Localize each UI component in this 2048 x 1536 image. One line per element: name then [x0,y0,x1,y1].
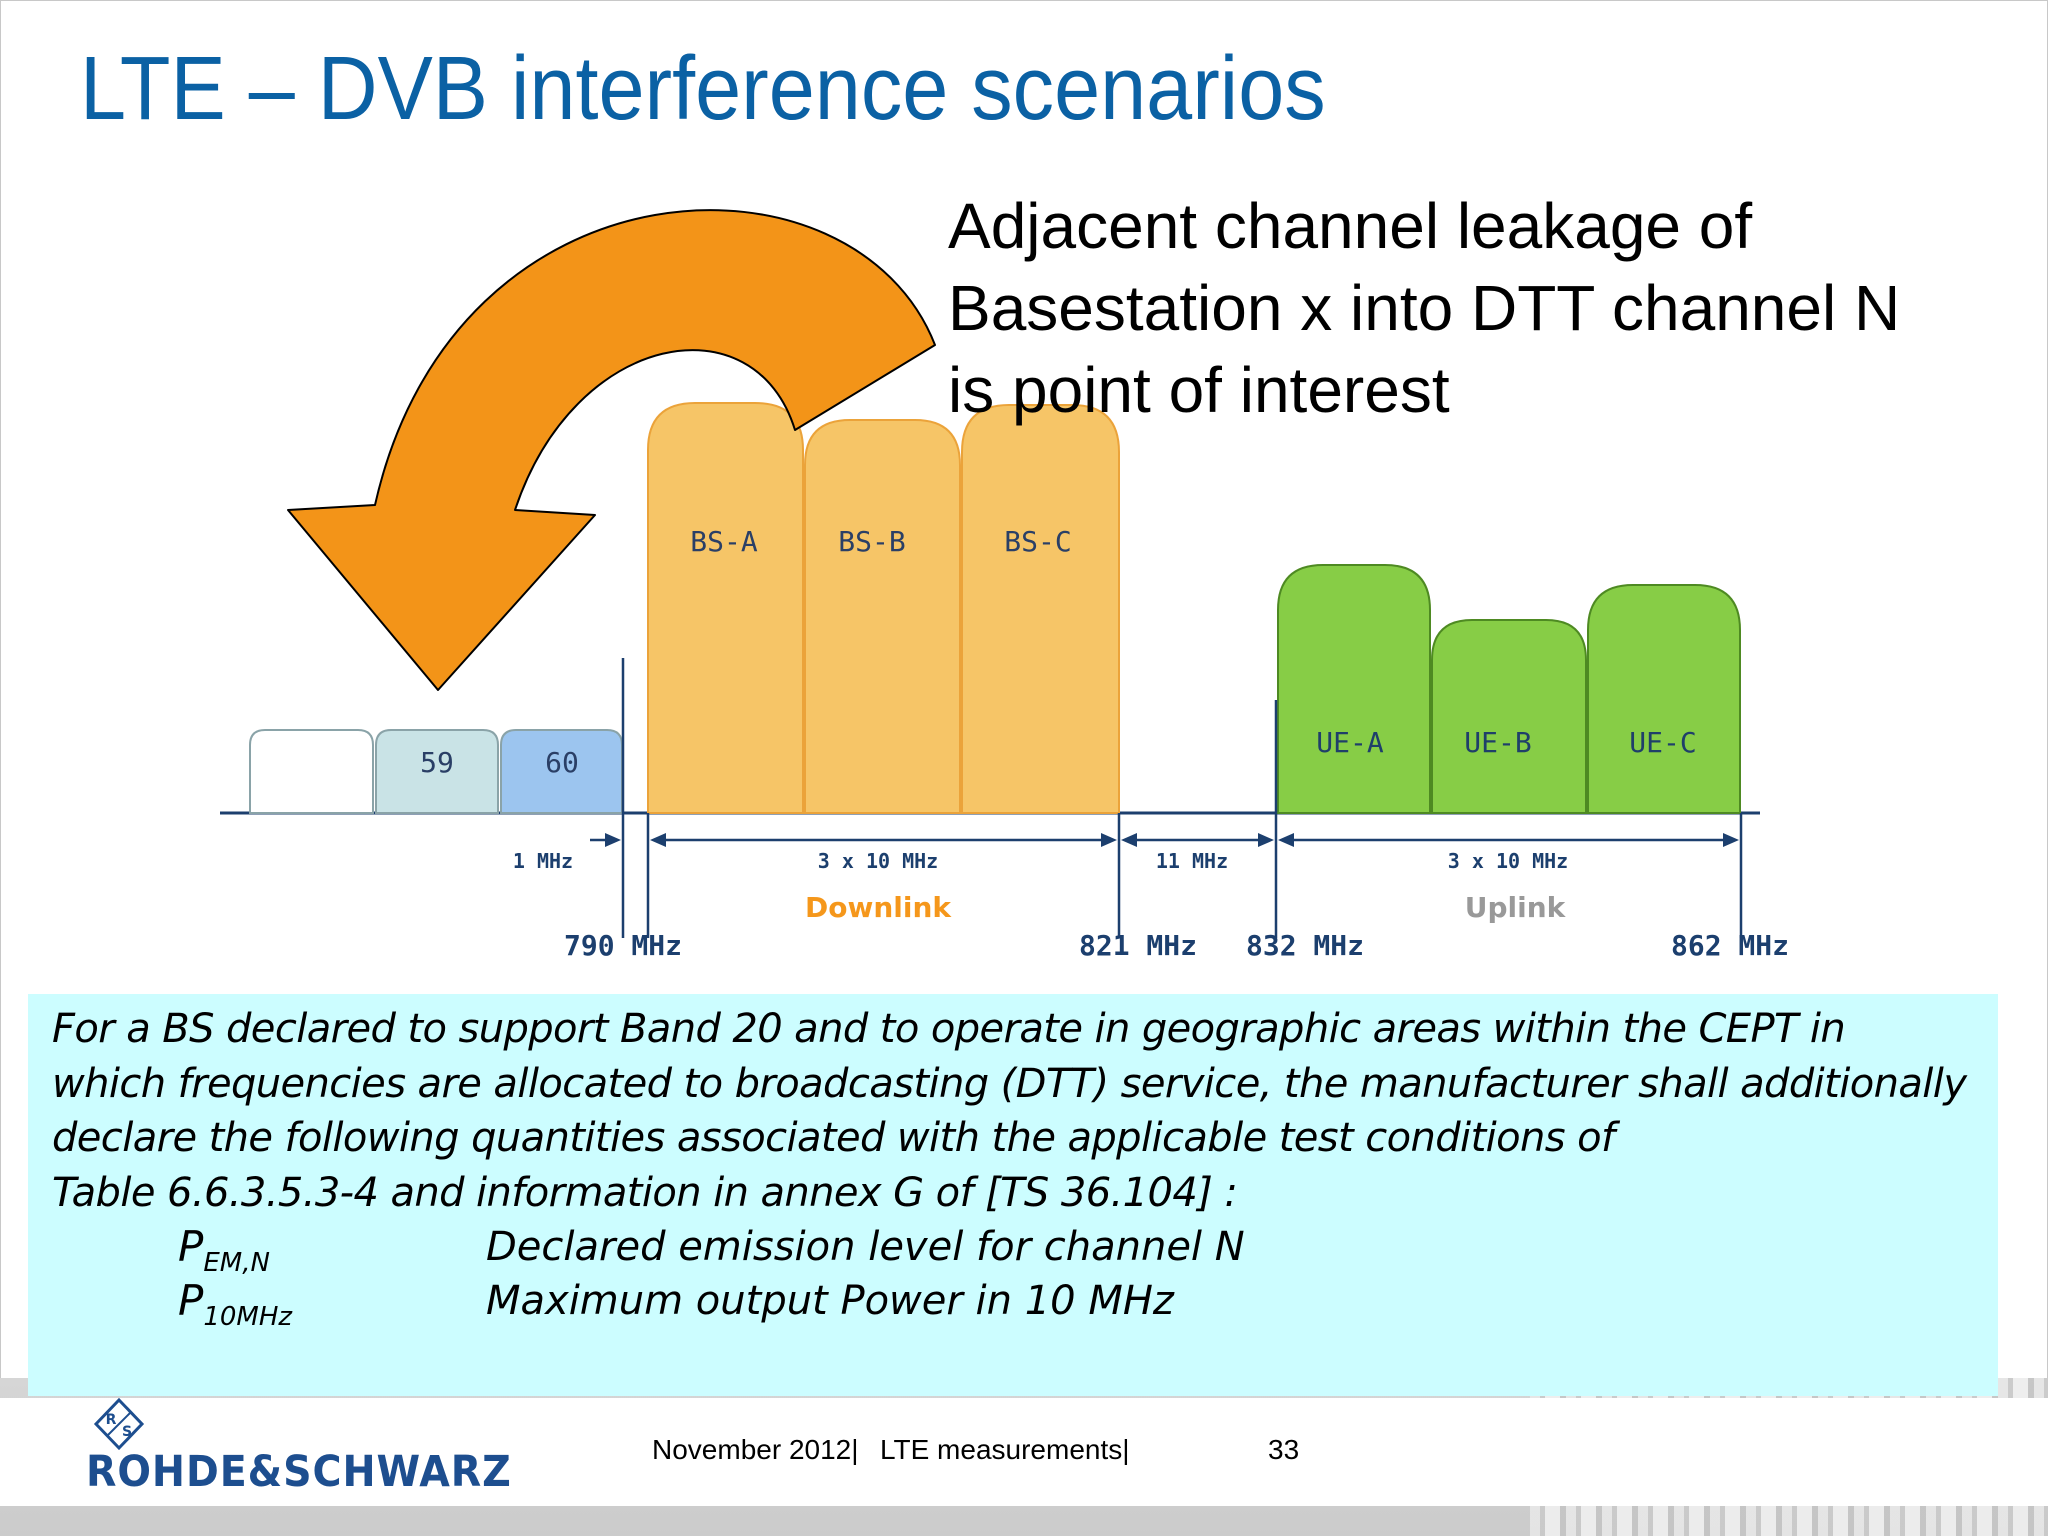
declaration-description: Declared emission level for channel N [486,1224,1245,1270]
callout-text: Adjacent channel leakage of Basestation … [948,185,2038,431]
bs-a-label: BS-A [690,525,758,558]
footer-date: November 2012| [652,1434,859,1465]
rohde-schwarz-logo-icon: R S [93,1398,145,1451]
bs-a-block [647,402,804,814]
note-line: Table 6.6.3.5.3-4 and information in ann… [52,1169,1238,1216]
footer-white-strip [0,1398,2048,1506]
svg-text:R: R [106,1412,117,1428]
note-line: For a BS declared to support Band 20 and… [52,1006,1846,1052]
ue-a-label: UE-A [1316,726,1384,759]
callout-line: is point of interest [948,354,1450,426]
uplink-width-label: 3 x 10 MHz [1448,849,1568,873]
declaration-row: PEM,N Declared emission level for channe… [52,1220,1974,1278]
freq-label-821: 821 MHz [1079,929,1197,962]
arrow-head [1278,833,1294,847]
dtt-channel-label: 59 [420,746,454,779]
brand-wordmark: ROHDE&SCHWARZ [86,1447,512,1497]
ue-c-label: UE-C [1629,726,1696,759]
footer-topic: LTE measurements| [880,1434,1130,1465]
downlink-width-label: 3 x 10 MHz [818,849,938,873]
freq-label-832: 832 MHz [1246,929,1364,962]
bs-b-block [804,419,961,814]
bs-c-label: BS-C [1004,525,1071,558]
arrow-head [650,833,666,847]
declaration-description: Maximum output Power in 10 MHz [486,1278,1174,1324]
dtt-channel-empty [249,729,374,814]
arrow-head [1258,833,1274,847]
declaration-symbol: PEM,N [178,1222,270,1278]
spectrum-diagram: 59 60 BS-A BS-B BS-C UE-A UE-B UE-C 1 MH… [220,209,1789,962]
note-line: which frequencies are allocated to broad… [52,1060,1967,1107]
bs-b-label: BS-B [838,525,905,558]
ue-c-block [1587,584,1741,814]
uplink-label: Uplink [1465,891,1567,924]
dtt-channel-59 [375,729,499,814]
arrow-head [605,833,621,847]
note-line: declare the following quantities associa… [52,1115,1615,1161]
arrow-head [1723,833,1739,847]
arrow-head [1101,833,1117,847]
callout-line: Basestation x into DTT channel N [948,272,1901,344]
guard-label: 1 MHz [513,849,573,873]
callout-line: Adjacent channel leakage of [948,190,1753,262]
declaration-row: P10MHz Maximum output Power in 10 MHz [52,1274,1974,1332]
dtt-channel-label: 60 [545,746,579,779]
downlink-label: Downlink [805,891,952,924]
requirement-note: For a BS declared to support Band 20 and… [28,994,1998,1396]
interference-arrow [287,209,936,691]
svg-text:S: S [122,1424,132,1440]
freq-label-790: 790 MHz [564,929,682,962]
declaration-symbol: P10MHz [178,1276,293,1332]
page-number: 33 [1268,1434,1300,1465]
bs-c-block [961,404,1120,814]
duplex-gap-label: 11 MHz [1156,849,1228,873]
freq-label-862: 862 MHz [1671,929,1789,962]
ue-b-label: UE-B [1464,726,1531,759]
slide-title: LTE – DVB interference scenarios [80,39,1326,139]
ue-b-block [1431,619,1587,814]
ue-a-block [1277,564,1431,814]
arrow-head [1121,833,1137,847]
